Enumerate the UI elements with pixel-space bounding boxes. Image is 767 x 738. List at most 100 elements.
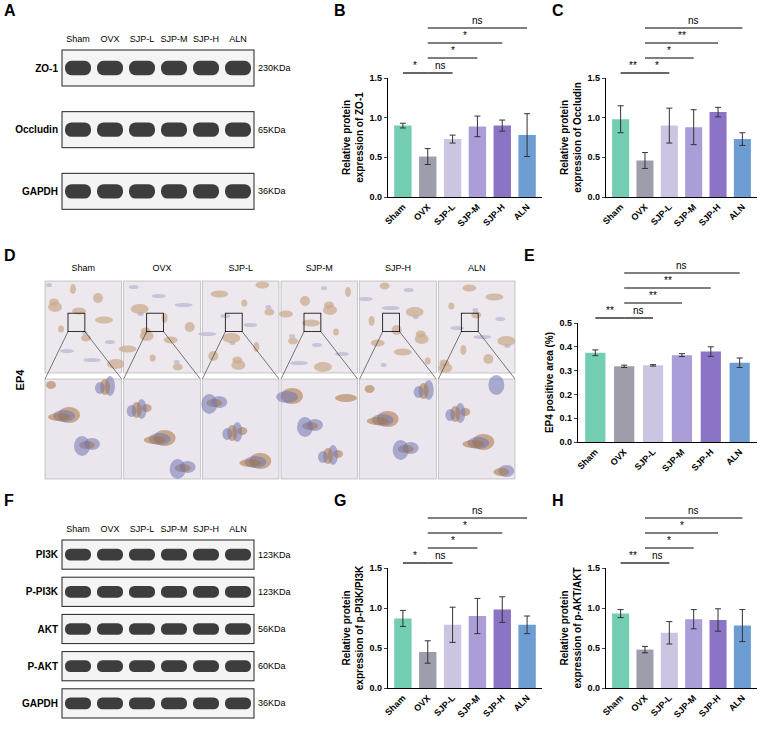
svg-text:*: * [680, 520, 684, 531]
svg-text:36KDa: 36KDa [258, 698, 286, 708]
svg-text:56KDa: 56KDa [258, 624, 286, 634]
svg-text:SJP-H: SJP-H [193, 524, 219, 534]
svg-text:Relative proteinexpression of: Relative proteinexpression of p-PI3K/PI3… [341, 565, 365, 690]
svg-text:SJP-M: SJP-M [455, 693, 482, 720]
svg-text:ns: ns [688, 15, 699, 26]
svg-text:ALN: ALN [512, 202, 532, 222]
svg-text:*: * [655, 60, 659, 71]
svg-text:*: * [463, 30, 467, 41]
svg-text:OVX: OVX [152, 263, 171, 273]
svg-text:ns: ns [633, 305, 644, 316]
svg-text:ALN: ALN [727, 693, 747, 713]
svg-text:0.5: 0.5 [369, 643, 382, 653]
svg-text:PI3K: PI3K [36, 549, 59, 560]
svg-text:ns: ns [652, 550, 663, 561]
svg-text:*: * [463, 520, 467, 531]
svg-text:230KDa: 230KDa [258, 63, 291, 73]
svg-text:0.5: 0.5 [587, 643, 600, 653]
svg-text:ALN: ALN [229, 34, 247, 44]
svg-text:0.5: 0.5 [559, 318, 572, 328]
svg-text:Relative proteinexpression of: Relative proteinexpression of p-AKT/AKT [559, 567, 583, 688]
svg-text:1.0: 1.0 [369, 113, 382, 123]
svg-text:SJP-L: SJP-L [130, 524, 155, 534]
svg-text:ns: ns [472, 15, 483, 26]
svg-text:GAPDH: GAPDH [22, 186, 58, 197]
svg-text:EP4: EP4 [14, 369, 26, 391]
svg-text:EP4 positive area (%): EP4 positive area (%) [544, 332, 555, 433]
svg-text:ns: ns [435, 550, 446, 561]
svg-text:36KDa: 36KDa [258, 186, 286, 196]
svg-text:*: * [667, 45, 671, 56]
svg-text:123KDa: 123KDa [258, 550, 291, 560]
svg-text:0.0: 0.0 [369, 683, 382, 693]
svg-text:ns: ns [688, 505, 699, 516]
svg-text:SJP-L: SJP-L [649, 693, 674, 718]
svg-text:ZO-1: ZO-1 [35, 63, 58, 74]
svg-text:Relative proteinexpression of: Relative proteinexpression of ZO-1 [341, 92, 365, 183]
svg-text:*: * [667, 535, 671, 546]
svg-text:Sham: Sham [66, 524, 90, 534]
svg-text:SJP-M: SJP-M [306, 263, 333, 273]
svg-text:Sham: Sham [601, 693, 625, 717]
svg-text:SJP-L: SJP-L [432, 202, 457, 227]
svg-text:*: * [451, 45, 455, 56]
svg-text:0.5: 0.5 [369, 152, 382, 162]
svg-text:P-AKT: P-AKT [27, 661, 58, 672]
svg-text:Relative proteinexpression of: Relative proteinexpression of Occludin [559, 82, 583, 193]
svg-text:0.4: 0.4 [559, 342, 572, 352]
svg-text:OVX: OVX [629, 693, 650, 714]
svg-text:1.0: 1.0 [587, 113, 600, 123]
svg-text:OVX: OVX [100, 524, 119, 534]
svg-text:SJP-M: SJP-M [161, 34, 188, 44]
svg-text:1.5: 1.5 [587, 563, 600, 573]
svg-text:**: ** [664, 275, 672, 286]
svg-text:SJP-H: SJP-H [193, 34, 219, 44]
svg-text:SJP-M: SJP-M [660, 447, 687, 474]
svg-text:SJP-L: SJP-L [633, 447, 658, 472]
svg-text:P-PI3K: P-PI3K [26, 586, 59, 597]
svg-text:SJP-L: SJP-L [130, 34, 155, 44]
svg-text:SJP-L: SJP-L [228, 263, 253, 273]
svg-text:0.2: 0.2 [559, 390, 572, 400]
svg-text:SJP-H: SJP-H [385, 263, 411, 273]
svg-text:0.0: 0.0 [587, 683, 600, 693]
svg-text:65KDa: 65KDa [258, 125, 286, 135]
svg-text:0.1: 0.1 [559, 413, 572, 423]
svg-text:**: ** [629, 550, 637, 561]
svg-text:Sham: Sham [72, 263, 96, 273]
svg-text:**: ** [606, 305, 614, 316]
svg-text:SJP-L: SJP-L [649, 202, 674, 227]
svg-text:OVX: OVX [629, 202, 650, 223]
svg-text:Occludin: Occludin [15, 124, 58, 135]
svg-text:**: ** [649, 290, 657, 301]
svg-text:ns: ns [676, 260, 687, 271]
svg-text:SJP-M: SJP-M [455, 202, 482, 229]
svg-text:123KDa: 123KDa [258, 587, 291, 597]
svg-text:SJP-H: SJP-H [690, 447, 716, 473]
svg-text:Sham: Sham [576, 447, 600, 471]
svg-text:OVX: OVX [412, 693, 433, 714]
svg-text:0.3: 0.3 [559, 366, 572, 376]
svg-text:SJP-H: SJP-H [481, 202, 507, 228]
svg-text:1.5: 1.5 [369, 73, 382, 83]
svg-text:0.5: 0.5 [587, 152, 600, 162]
svg-text:0.0: 0.0 [559, 437, 572, 447]
svg-text:Sham: Sham [66, 34, 90, 44]
svg-text:OVX: OVX [608, 447, 629, 468]
svg-text:SJP-M: SJP-M [672, 202, 699, 229]
svg-text:ns: ns [435, 60, 446, 71]
svg-text:1.0: 1.0 [369, 603, 382, 613]
svg-text:Sham: Sham [383, 693, 407, 717]
svg-text:ns: ns [472, 505, 483, 516]
svg-text:Sham: Sham [601, 202, 625, 226]
svg-text:ALN: ALN [512, 693, 532, 713]
svg-text:SJP-H: SJP-H [697, 693, 723, 719]
svg-text:OVX: OVX [412, 202, 433, 223]
svg-text:ALN: ALN [468, 263, 486, 273]
svg-text:ALN: ALN [229, 524, 247, 534]
svg-text:SJP-H: SJP-H [697, 202, 723, 228]
svg-text:1.0: 1.0 [587, 603, 600, 613]
svg-text:*: * [413, 550, 417, 561]
svg-text:60KDa: 60KDa [258, 661, 286, 671]
svg-text:*: * [451, 535, 455, 546]
